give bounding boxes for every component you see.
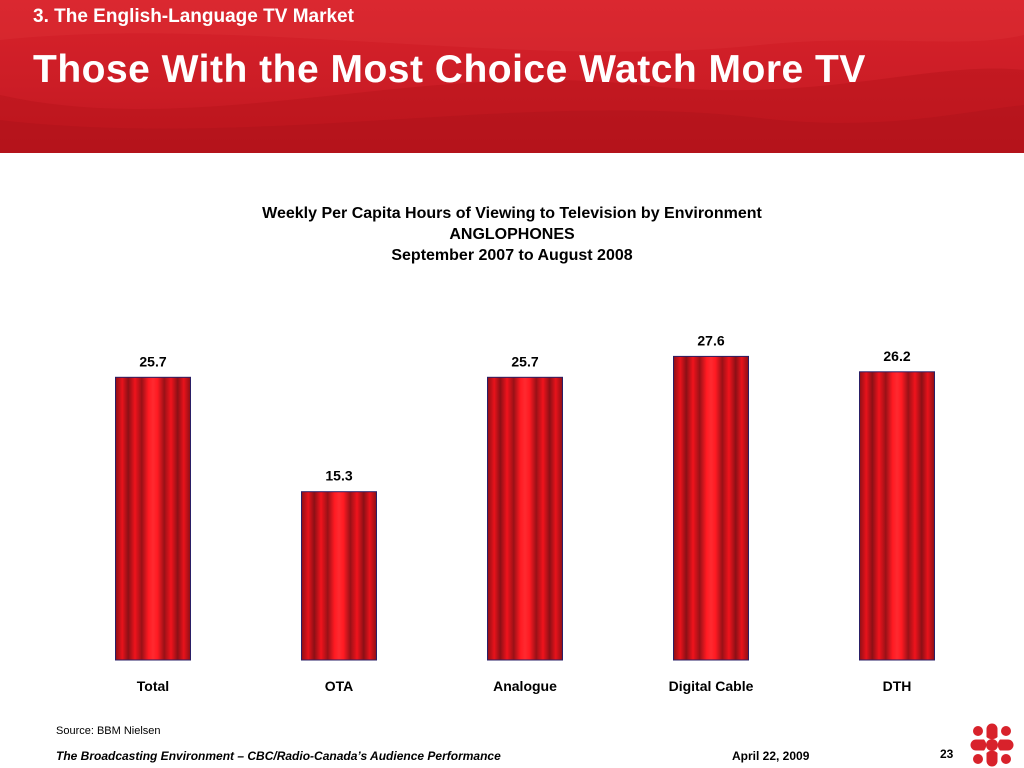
chart-subtitle-audience: ANGLOPHONES — [449, 226, 575, 243]
bar-total — [115, 376, 191, 661]
value-label-total: 25.7 — [139, 353, 166, 369]
value-label-analogue: 25.7 — [511, 353, 538, 369]
section-label: 3. The English-Language TV Market — [33, 6, 354, 27]
chart-title-block: Weekly Per Capita Hours of Viewing to Te… — [0, 203, 1024, 266]
category-labels-group: Total OTA Analogue Digital Cable DTH — [137, 678, 912, 694]
bar-analogue — [487, 376, 563, 661]
slide-header: 3. The English-Language TV Market Those … — [0, 0, 1024, 153]
cbc-radio-canada-gem-icon — [970, 723, 1014, 767]
slide-title: Those With the Most Choice Watch More TV — [33, 48, 866, 91]
footer-date: April 22, 2009 — [732, 749, 810, 763]
value-label-digital-cable: 27.6 — [697, 332, 724, 348]
source-note: Source: BBM Nielsen — [56, 725, 161, 737]
category-label-total: Total — [137, 678, 169, 694]
value-labels-group: 25.7 15.3 25.7 27.6 26.2 — [139, 332, 910, 483]
footer-presentation-title: The Broadcasting Environment – CBC/Radio… — [56, 749, 501, 763]
bar-chart: 25.7 15.3 25.7 27.6 26.2 Total OTA Analogue Dig… — [115, 332, 935, 694]
page-number: 23 — [940, 747, 954, 761]
header-wave-decoration — [0, 0, 1024, 153]
category-label-digital-cable: Digital Cable — [669, 678, 754, 694]
bar-ota — [301, 491, 377, 661]
value-label-dth: 26.2 — [883, 348, 910, 364]
bar-digital-cable — [673, 355, 749, 661]
chart-subtitle-period: September 2007 to August 2008 — [391, 247, 633, 264]
bars-group — [115, 355, 935, 661]
bar-dth — [859, 371, 935, 661]
value-label-ota: 15.3 — [325, 468, 352, 484]
category-label-dth: DTH — [883, 678, 912, 694]
category-label-ota: OTA — [325, 678, 354, 694]
category-label-analogue: Analogue — [493, 678, 557, 694]
chart-title: Weekly Per Capita Hours of Viewing to Te… — [262, 205, 762, 222]
